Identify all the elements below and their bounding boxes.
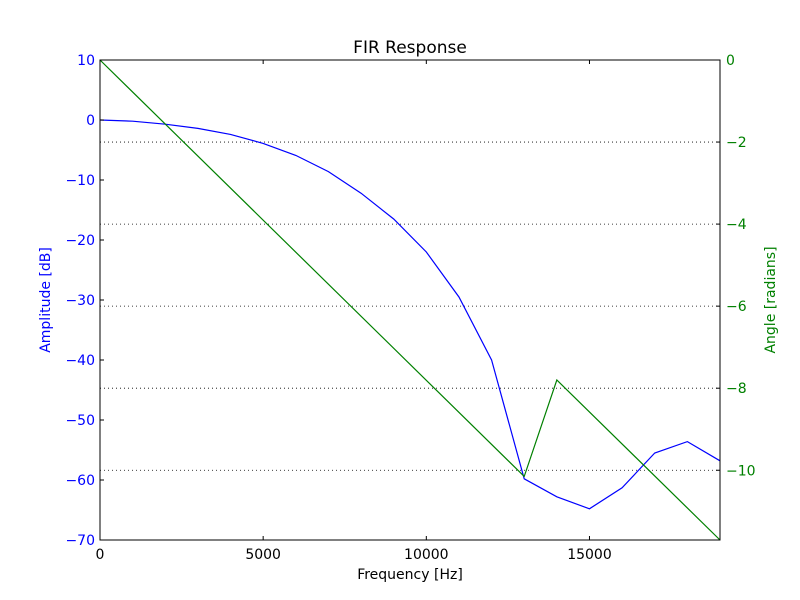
y2-tick-label: 0: [726, 53, 735, 69]
y2-axis-ticks: 0 −2 −4 −6 −8 −10: [716, 53, 756, 479]
angle-series-line: [99, 59, 721, 541]
y-tick-label: −40: [65, 353, 95, 369]
x-tick-label: 10000: [404, 547, 449, 563]
y2-tick-label: −2: [726, 135, 747, 151]
y2-tick-label: −8: [726, 381, 747, 397]
x-tick-label: 15000: [567, 547, 612, 563]
y-tick-label: −10: [65, 173, 95, 189]
amplitude-series-line: [99, 119, 721, 510]
y-tick-label: −50: [65, 413, 95, 429]
x-axis-label: Frequency [Hz]: [357, 567, 463, 583]
y2-tick-label: −6: [726, 299, 747, 315]
y-tick-label: 10: [77, 53, 95, 69]
chart-title: FIR Response: [353, 38, 467, 58]
grid-lines: [100, 141, 720, 471]
y-tick-label: −60: [65, 473, 95, 489]
series-layer: [99, 59, 721, 541]
y-tick-label: −20: [65, 233, 95, 249]
y2-axis-label: Angle [radians]: [763, 246, 779, 353]
x-axis-ticks: 0 5000 10000 15000: [96, 60, 612, 563]
y2-tick-label: −4: [726, 217, 747, 233]
y-tick-label: −70: [65, 533, 95, 549]
y-tick-label: 0: [86, 113, 95, 129]
x-tick-label: 5000: [245, 547, 281, 563]
y-tick-label: −30: [65, 293, 95, 309]
y-axis-label: Amplitude [dB]: [38, 247, 54, 353]
y-axis-ticks: 10 0 −10 −20 −30 −40 −50 −60 −70: [65, 53, 104, 549]
y2-tick-label: −10: [726, 463, 756, 479]
plot-frame: [99, 59, 721, 541]
x-tick-label: 0: [96, 547, 105, 563]
